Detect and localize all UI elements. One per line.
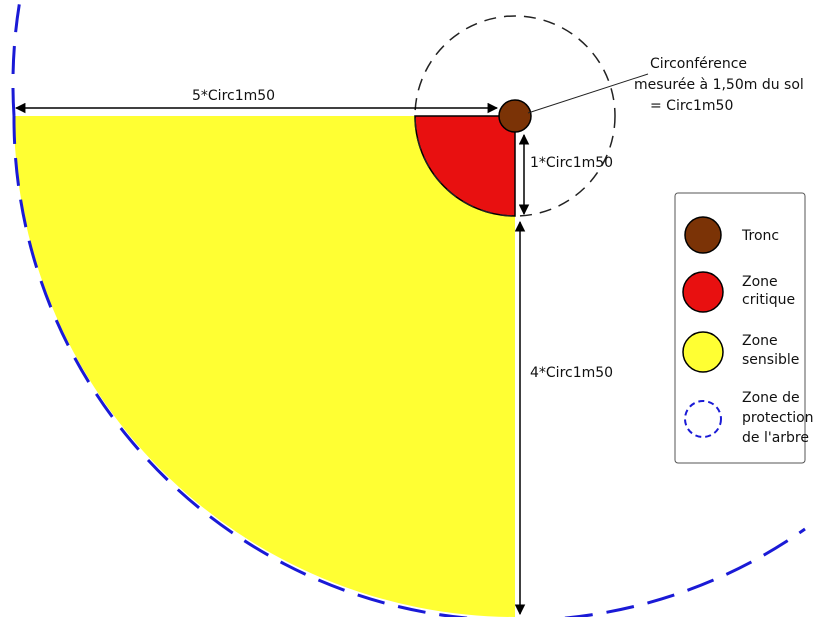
legend-swatch-zone-critique	[682, 271, 724, 313]
legend-label-zone-protection-3: de l'arbre	[742, 430, 809, 446]
long-vertical-dimension-label: 4*Circ1m50	[530, 365, 613, 381]
short-vertical-dimension-label: 1*Circ1m50	[530, 155, 613, 171]
legend-box	[674, 192, 806, 464]
legend-swatch-tronc	[684, 216, 722, 254]
annotation-line-3: = Circ1m50	[650, 98, 733, 114]
trunk-circle	[498, 99, 532, 133]
protection-zone-arc-top	[11, 0, 22, 117]
legend-item-tronc: Tronc	[684, 216, 779, 254]
legend-item-zone-sensible: Zone sensible	[682, 331, 799, 373]
legend-label-zone-protection-1: Zone de	[742, 390, 800, 406]
trunk-radius-circle	[414, 15, 616, 217]
legend-label-zone-sensible-1: Zone	[742, 333, 778, 349]
legend-label-zone-protection-2: protection	[742, 410, 814, 426]
legend-swatch-zone-protection	[684, 400, 722, 438]
legend-label-zone-critique-1: Zone	[742, 274, 778, 290]
legend-label-zone-sensible-2: sensible	[742, 352, 799, 368]
critical-zone	[414, 115, 516, 217]
legend-item-zone-critique: Zone critique	[682, 271, 795, 313]
annotation-leader-line	[527, 73, 649, 114]
sensitive-zone	[14, 116, 515, 617]
protection-zone-arc	[12, 115, 806, 617]
annotation-line-2: mesurée à 1,50m du sol	[634, 77, 804, 93]
legend-label-zone-critique-2: critique	[742, 292, 795, 308]
legend-item-zone-protection: Zone de protection de l'arbre	[684, 390, 814, 446]
annotation-line-1: Circonférence	[650, 56, 747, 72]
legend: Tronc Zone critique Zone sensible Zone d…	[674, 192, 814, 464]
legend-label-tronc: Tronc	[741, 228, 779, 244]
horizontal-dimension-label: 5*Circ1m50	[192, 88, 275, 104]
legend-swatch-zone-sensible	[682, 331, 724, 373]
